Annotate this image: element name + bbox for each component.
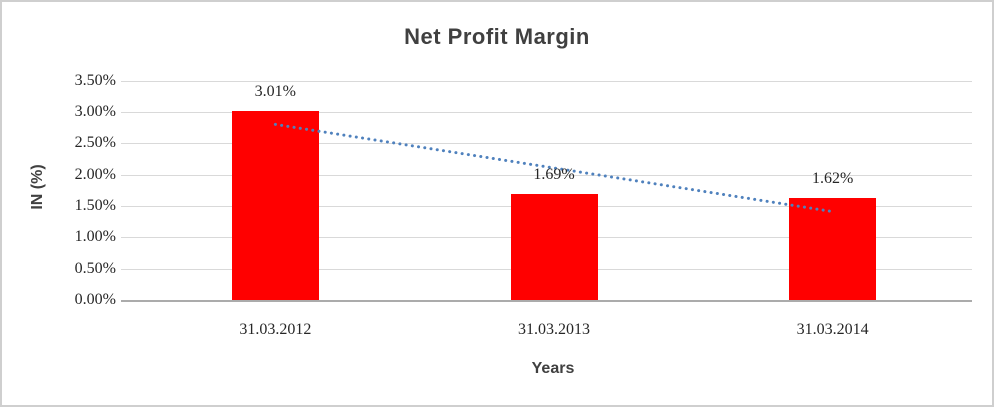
y-tick-label: 3.00%: [74, 102, 116, 120]
y-tick-label: 0.50%: [74, 259, 116, 277]
y-tick-label: 2.50%: [74, 134, 116, 152]
y-tick-label: 2.00%: [74, 165, 116, 183]
bar: [789, 198, 877, 300]
y-tick-label: 0.00%: [74, 291, 116, 308]
bar: [510, 194, 598, 300]
bar-data-label: 1.69%: [533, 166, 575, 183]
y-tick-label: 3.50%: [74, 71, 116, 89]
bar-data-label: 1.62%: [811, 170, 854, 188]
x-axis-line: [121, 299, 972, 302]
bar: [231, 111, 319, 300]
x-axis-title: Years: [531, 360, 575, 377]
y-tick-label: 1.00%: [74, 228, 116, 246]
gridline: [121, 111, 972, 113]
x-tick-label: 31.03.2014: [796, 321, 869, 338]
chart-title: Net Profit Margin: [404, 24, 590, 49]
x-tick-label: 31.03.2013: [518, 321, 590, 338]
bar-data-label: 3.01%: [254, 83, 296, 101]
gridline: [121, 80, 972, 82]
x-tick-label: 31.03.2012: [239, 321, 312, 338]
y-tick-label: 1.50%: [74, 196, 116, 214]
